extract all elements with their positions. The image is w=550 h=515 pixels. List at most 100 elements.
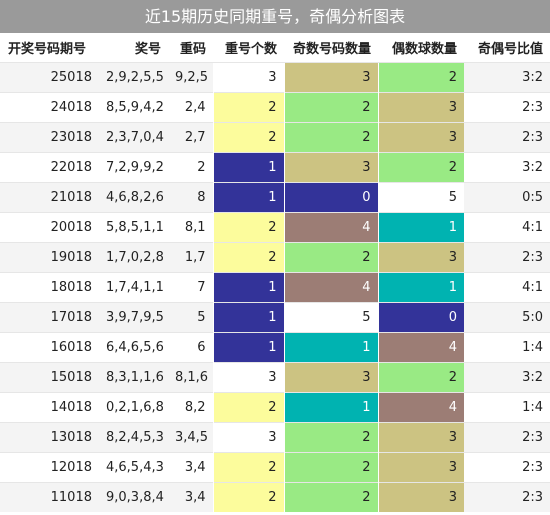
- table-row: 16018 6,4,6,5,6 6 1 1 4 1:4: [0, 331, 550, 362]
- cell-repeat: 2,4: [168, 91, 213, 122]
- cell-ratio: 4:1: [464, 271, 550, 302]
- cell-ratio: 1:4: [464, 391, 550, 422]
- cell-repeat: 3,4: [168, 481, 213, 512]
- table-row: 14018 0,2,1,6,8 8,2 2 1 4 1:4: [0, 391, 550, 422]
- cell-numbers: 4,6,5,4,3: [99, 451, 168, 482]
- cell-odd: 2: [283, 241, 378, 272]
- cell-ratio: 2:3: [464, 241, 550, 272]
- cell-odd: 4: [283, 211, 378, 242]
- cell-even: 2: [377, 151, 464, 182]
- table-row: 24018 8,5,9,4,2 2,4 2 2 3 2:3: [0, 91, 550, 122]
- cell-ratio: 1:4: [464, 331, 550, 362]
- table-row: 18018 1,7,4,1,1 7 1 4 1 4:1: [0, 271, 550, 302]
- cell-count: 2: [212, 91, 284, 122]
- cell-odd: 3: [283, 61, 378, 92]
- cell-count: 1: [212, 181, 284, 212]
- cell-numbers: 0,2,1,6,8: [99, 391, 168, 422]
- cell-even: 1: [377, 271, 464, 302]
- header-ratio: 奇偶号比值: [477, 41, 543, 57]
- table-body: 25018 2,9,2,5,5 9,2,5 3 3 2 3:2 24018 8,5,9,4,2 2…: [0, 61, 550, 512]
- cell-odd: 1: [283, 391, 378, 422]
- cell-count: 3: [212, 61, 284, 92]
- cell-issue: 18018: [0, 271, 99, 302]
- cell-even: 2: [377, 61, 464, 92]
- cell-numbers: 8,2,4,5,3: [99, 421, 168, 452]
- cell-issue: 13018: [0, 421, 99, 452]
- cell-even: 3: [377, 241, 464, 272]
- cell-issue: 19018: [0, 241, 99, 272]
- cell-issue: 12018: [0, 451, 99, 482]
- cell-repeat: 8,2: [168, 391, 213, 422]
- cell-numbers: 8,5,9,4,2: [99, 91, 168, 122]
- cell-repeat: 3,4,5: [168, 421, 213, 452]
- cell-odd: 2: [283, 421, 378, 452]
- cell-ratio: 0:5: [464, 181, 550, 212]
- cell-repeat: 2,7: [168, 121, 213, 152]
- cell-odd: 2: [283, 91, 378, 122]
- cell-ratio: 2:3: [464, 421, 550, 452]
- cell-repeat: 1,7: [168, 241, 213, 272]
- cell-odd: 3: [283, 151, 378, 182]
- cell-odd: 3: [283, 361, 378, 392]
- header-odd-count: 奇数号码数量: [292, 41, 371, 57]
- header-row: 开奖号码期号 奖号 重码 重号个数 奇数号码数量 偶数球数量 奇偶号比值: [0, 33, 550, 62]
- table-row: 19018 1,7,0,2,8 1,7 2 2 3 2:3: [0, 241, 550, 272]
- cell-ratio: 5:0: [464, 301, 550, 332]
- cell-repeat: 8: [168, 181, 213, 212]
- cell-issue: 17018: [0, 301, 99, 332]
- cell-even: 4: [377, 331, 464, 362]
- header-repeat-count: 重号个数: [224, 41, 277, 57]
- cell-ratio: 3:2: [464, 361, 550, 392]
- cell-ratio: 2:3: [464, 121, 550, 152]
- cell-repeat: 5: [168, 301, 213, 332]
- cell-count: 2: [212, 481, 284, 512]
- cell-ratio: 2:3: [464, 451, 550, 482]
- header-even-count: 偶数球数量: [391, 41, 457, 57]
- cell-count: 1: [212, 271, 284, 302]
- cell-repeat: 6: [168, 331, 213, 362]
- cell-even: 3: [377, 451, 464, 482]
- cell-ratio: 3:2: [464, 151, 550, 182]
- cell-ratio: 2:3: [464, 91, 550, 122]
- cell-ratio: 3:2: [464, 61, 550, 92]
- cell-numbers: 8,3,1,1,6: [99, 361, 168, 392]
- cell-numbers: 1,7,0,2,8: [99, 241, 168, 272]
- table-row: 11018 9,0,3,8,4 3,4 2 2 3 2:3: [0, 481, 550, 512]
- cell-count: 1: [212, 331, 284, 362]
- cell-repeat: 8,1: [168, 211, 213, 242]
- cell-even: 2: [377, 361, 464, 392]
- cell-count: 3: [212, 421, 284, 452]
- cell-issue: 22018: [0, 151, 99, 182]
- cell-numbers: 2,9,2,5,5: [99, 61, 168, 92]
- cell-even: 3: [377, 121, 464, 152]
- cell-ratio: 2:3: [464, 481, 550, 512]
- table-row: 15018 8,3,1,1,6 8,1,6 3 3 2 3:2: [0, 361, 550, 392]
- cell-issue: 25018: [0, 61, 99, 92]
- table-row: 21018 4,6,8,2,6 8 1 0 5 0:5: [0, 181, 550, 212]
- cell-even: 5: [377, 181, 464, 212]
- cell-repeat: 2: [168, 151, 213, 182]
- cell-numbers: 5,8,5,1,1: [99, 211, 168, 242]
- cell-issue: 15018: [0, 361, 99, 392]
- cell-count: 2: [212, 391, 284, 422]
- cell-odd: 1: [283, 331, 378, 362]
- cell-repeat: 3,4: [168, 451, 213, 482]
- header-repeat: 重码: [179, 41, 206, 57]
- cell-even: 3: [377, 91, 464, 122]
- cell-even: 3: [377, 481, 464, 512]
- cell-numbers: 7,2,9,9,2: [99, 151, 168, 182]
- cell-count: 2: [212, 241, 284, 272]
- cell-even: 0: [377, 301, 464, 332]
- cell-repeat: 9,2,5: [168, 61, 213, 92]
- header-numbers: 奖号: [134, 41, 161, 57]
- cell-numbers: 2,3,7,0,4: [99, 121, 168, 152]
- table-row: 22018 7,2,9,9,2 2 1 3 2 3:2: [0, 151, 550, 182]
- cell-count: 1: [212, 301, 284, 332]
- table-row: 25018 2,9,2,5,5 9,2,5 3 3 2 3:2: [0, 61, 550, 92]
- cell-odd: 0: [283, 181, 378, 212]
- cell-even: 4: [377, 391, 464, 422]
- cell-numbers: 9,0,3,8,4: [99, 481, 168, 512]
- cell-ratio: 4:1: [464, 211, 550, 242]
- cell-odd: 5: [283, 301, 378, 332]
- table-row: 12018 4,6,5,4,3 3,4 2 2 3 2:3: [0, 451, 550, 482]
